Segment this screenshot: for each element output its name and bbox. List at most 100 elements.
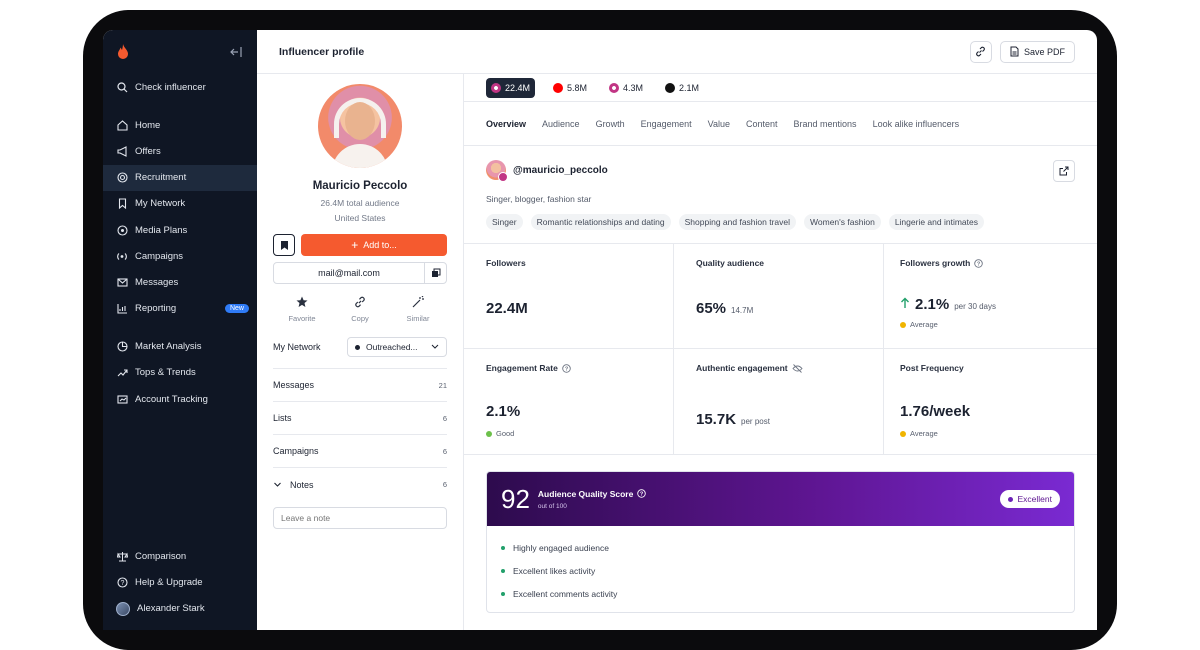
new-badge: New (224, 304, 249, 314)
content: Mauricio Peccolo 26.4M total audience Un… (257, 74, 1097, 630)
lists-row[interactable]: Lists 6 (273, 402, 447, 435)
tab-engagement[interactable]: Engagement (640, 118, 692, 129)
status-text: Good (496, 429, 515, 438)
metric-value: 65% (696, 300, 727, 317)
sidebar-item-account-tracking[interactable]: Account Tracking (103, 386, 257, 412)
sidebar-item-help[interactable]: ? Help & Upgrade (103, 570, 257, 596)
tab-growth[interactable]: Growth (595, 118, 625, 129)
average-dot (900, 321, 906, 328)
favorite-label: Favorite (288, 314, 316, 323)
list-item-text: Excellent likes activity (513, 565, 596, 576)
tab-content[interactable]: Content (745, 118, 778, 129)
sidebar-item-comparison[interactable]: Comparison (103, 543, 257, 569)
similar-label: Similar (406, 314, 430, 323)
save-pdf-button[interactable]: Save PDF (999, 40, 1075, 63)
total-audience: 26.4M total audience (320, 198, 400, 208)
row-count: 6 (442, 413, 447, 423)
copy-button[interactable]: Copy (335, 296, 385, 323)
instagram-icon (491, 82, 501, 93)
search-icon (116, 81, 128, 93)
sidebar-item-tops-trends[interactable]: Tops & Trends (103, 360, 257, 386)
tag: Women's fashion (804, 214, 881, 230)
sidebar-item-media-plans[interactable]: Media Plans (103, 217, 257, 243)
metric-status: Average (900, 320, 938, 329)
metric-followers-growth: Followers growth ? 2.1% per 30 days Aver… (884, 244, 1097, 349)
arrow-up-icon (901, 297, 909, 308)
tag: Romantic relationships and dating (530, 214, 671, 230)
list-item: Excellent likes activity (501, 559, 1060, 582)
add-to-button[interactable]: + Add to... (301, 234, 447, 256)
external-link-icon (1059, 166, 1069, 176)
sidebar-item-reporting[interactable]: Reporting New (103, 296, 257, 322)
info-icon[interactable]: ? (637, 489, 647, 498)
list-item-text: Highly engaged audience (513, 542, 609, 553)
bookmark-button[interactable] (273, 234, 295, 256)
bullseye-icon (116, 224, 128, 236)
link-icon (976, 46, 986, 57)
account-bio: Singer, blogger, fashion star (486, 194, 592, 204)
copy-link-button[interactable] (969, 40, 992, 63)
quick-actions: Favorite Copy Similar (273, 296, 447, 323)
sidebar-check-influencer[interactable]: Check influencer (103, 74, 257, 100)
social-instagram-second[interactable]: 4.3M (605, 78, 647, 98)
my-network-value: Outreached... (366, 342, 418, 352)
sidebar-item-label: Account Tracking (135, 393, 208, 405)
notes-row[interactable]: Notes 6 (273, 468, 447, 501)
sidebar-item-label: Help & Upgrade (135, 577, 203, 589)
notes-label: Notes (290, 479, 314, 490)
similar-button[interactable]: Similar (393, 296, 443, 323)
quality-header: 92 Audience Quality Score ? out of 100 E… (487, 472, 1074, 526)
info-icon[interactable]: ? (974, 258, 984, 268)
save-pdf-label: Save PDF (1023, 46, 1065, 57)
account-avatar (486, 160, 508, 182)
sidebar-item-home[interactable]: Home (103, 112, 257, 138)
tab-look-alike[interactable]: Look alike influencers (872, 118, 960, 129)
svg-text:?: ? (640, 492, 644, 498)
sidebar-item-my-network[interactable]: My Network (103, 191, 257, 217)
metric-label: Followers growth (900, 258, 971, 268)
audience-quality-card: 92 Audience Quality Score ? out of 100 E… (486, 471, 1075, 613)
eye-off-icon (792, 363, 803, 373)
sidebar-item-market-analysis[interactable]: Market Analysis (103, 334, 257, 360)
my-network-select[interactable]: Outreached... (347, 337, 447, 357)
details-panel: 22.4M 5.8M 4.3M 2.1M (464, 74, 1097, 630)
sidebar-item-campaigns[interactable]: Campaigns (103, 243, 257, 269)
tab-overview[interactable]: Overview (486, 118, 527, 129)
messages-row[interactable]: Messages 21 (273, 369, 447, 402)
sidebar-item-recruitment[interactable]: Recruitment (103, 164, 257, 191)
copy-label: Copy (351, 314, 369, 323)
tab-value[interactable]: Value (707, 118, 730, 129)
note-input[interactable] (273, 507, 447, 529)
status-text: Average (910, 320, 938, 329)
tag: Singer (486, 214, 523, 230)
metric-status: Good (486, 429, 514, 438)
info-icon[interactable]: ? (562, 363, 571, 373)
magic-wand-icon (412, 296, 424, 308)
sidebar-user[interactable]: Alexander Stark (103, 596, 257, 622)
copy-email-button[interactable] (424, 263, 446, 283)
tab-brand-mentions[interactable]: Brand mentions (793, 118, 857, 129)
sidebar-item-label: Market Analysis (135, 341, 202, 353)
open-external-button[interactable] (1053, 160, 1075, 182)
sidebar-item-label: Comparison (135, 551, 187, 563)
metric-value: 15.7K (696, 411, 737, 428)
favorite-button[interactable]: Favorite (277, 296, 327, 323)
plus-icon: + (351, 238, 359, 252)
tag-list: Singer Romantic relationships and dating… (486, 214, 1075, 230)
top-bar: Influencer profile Save PDF (257, 30, 1097, 74)
social-instagram-main[interactable]: 22.4M (486, 77, 536, 98)
country: United States (334, 213, 386, 223)
sidebar-item-messages[interactable]: Messages (103, 269, 257, 295)
row-label: Messages (273, 380, 315, 390)
svg-text:?: ? (565, 366, 569, 372)
chart-icon (116, 303, 128, 315)
social-count: 2.1M (679, 82, 700, 93)
metric-label: Quality audience (696, 258, 765, 268)
collapse-sidebar-icon[interactable] (229, 45, 243, 59)
social-tiktok[interactable]: 2.1M (661, 78, 703, 98)
sidebar-item-label: Campaigns (135, 250, 184, 262)
social-youtube[interactable]: 5.8M (549, 78, 591, 98)
tab-audience[interactable]: Audience (542, 118, 580, 129)
campaigns-row[interactable]: Campaigns 6 (273, 435, 447, 468)
sidebar-item-offers[interactable]: Offers (103, 138, 257, 164)
